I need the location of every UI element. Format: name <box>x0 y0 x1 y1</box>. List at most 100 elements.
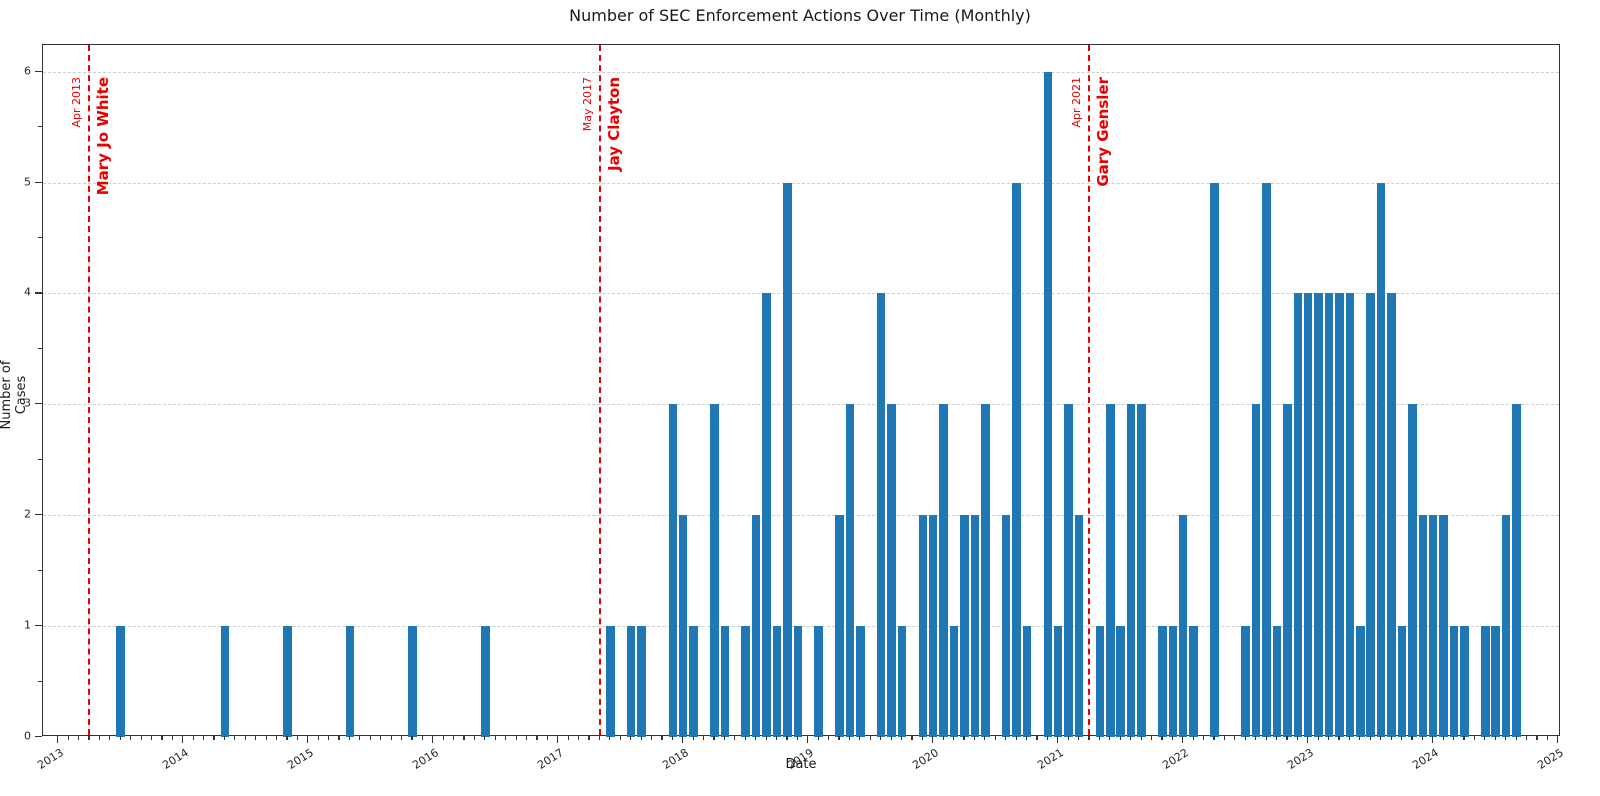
x-minor-tick <box>67 736 69 740</box>
x-minor-tick <box>296 736 298 740</box>
x-minor-tick <box>161 736 163 740</box>
bar <box>835 515 844 737</box>
x-minor-tick <box>140 736 142 740</box>
bar <box>949 626 959 737</box>
bar <box>1012 182 1021 737</box>
grid-line <box>43 293 1559 295</box>
bar <box>1168 626 1178 737</box>
bar <box>668 404 678 737</box>
x-minor-tick <box>890 736 892 740</box>
x-minor-tick <box>1140 736 1142 740</box>
x-minor-tick <box>1015 736 1017 740</box>
x-minor-tick <box>317 736 319 740</box>
bar <box>408 626 417 737</box>
x-minor-tick <box>661 736 663 740</box>
x-minor-tick <box>380 736 382 740</box>
x-minor-tick <box>536 736 538 740</box>
y-tick-label: 4 <box>24 285 31 299</box>
x-minor-tick <box>494 736 496 740</box>
y-tick-label: 6 <box>24 64 31 78</box>
x-minor-tick <box>1150 736 1153 740</box>
x-tick <box>1182 736 1184 743</box>
x-tick <box>432 736 434 743</box>
x-minor-tick <box>286 736 288 740</box>
x-minor-tick <box>1473 736 1476 740</box>
bar <box>856 626 865 737</box>
x-minor-tick <box>598 736 601 740</box>
bar <box>345 626 355 737</box>
x-minor-tick <box>703 736 705 740</box>
x-minor-tick <box>755 736 757 740</box>
bar <box>1178 515 1188 737</box>
y-tick <box>35 292 42 294</box>
x-minor-tick <box>98 736 101 740</box>
grid-line <box>43 404 1559 406</box>
bar <box>1272 626 1282 737</box>
x-minor-tick <box>234 736 236 740</box>
x-minor-tick <box>1453 736 1455 740</box>
grid-line <box>43 71 1559 73</box>
chair-name-label: Mary Jo White <box>94 77 113 196</box>
bar <box>1137 404 1146 737</box>
bar <box>283 626 292 737</box>
x-minor-tick <box>963 736 965 740</box>
bar <box>1501 515 1511 737</box>
x-minor-tick <box>650 736 653 740</box>
x-minor-tick <box>1036 736 1038 740</box>
y-axis-title: Number of Cases <box>0 360 29 430</box>
bar <box>960 515 969 737</box>
bar <box>1126 404 1136 737</box>
bar <box>1314 293 1323 737</box>
bar <box>626 626 636 737</box>
bar <box>1293 293 1303 737</box>
x-minor-tick <box>1171 736 1173 740</box>
bar <box>897 626 907 737</box>
x-minor-tick <box>578 736 580 740</box>
bar <box>1335 293 1344 737</box>
x-minor-tick <box>1525 736 1528 740</box>
bar <box>814 626 823 737</box>
bar <box>1324 293 1334 737</box>
bar <box>689 626 698 737</box>
bar <box>772 626 782 737</box>
x-minor-tick <box>786 736 788 740</box>
chair-change-vline <box>598 45 601 735</box>
x-minor-tick <box>369 736 371 740</box>
bar <box>1241 626 1250 737</box>
bar <box>783 182 792 737</box>
x-tick <box>182 736 184 743</box>
x-minor-tick <box>546 736 548 740</box>
bar <box>741 626 750 737</box>
bar <box>1189 626 1198 737</box>
bar <box>1095 626 1105 737</box>
x-minor-tick <box>1161 736 1163 740</box>
chair-date-label: May 2017 <box>580 77 594 132</box>
bar <box>1408 404 1417 737</box>
bar <box>1074 515 1084 737</box>
bar <box>1053 626 1063 737</box>
bar <box>1262 182 1271 737</box>
x-minor-tick <box>796 736 798 740</box>
chart-title: Number of SEC Enforcement Actions Over T… <box>569 6 1031 25</box>
x-minor-tick <box>1109 736 1111 740</box>
x-minor-tick <box>734 736 736 740</box>
y-tick-label: 0 <box>24 729 31 743</box>
x-minor-tick <box>1192 736 1194 740</box>
x-minor-tick <box>213 736 215 740</box>
bar <box>1064 404 1073 737</box>
x-minor-tick <box>244 736 246 740</box>
bar <box>1376 182 1386 737</box>
x-minor-tick <box>442 736 444 740</box>
y-minor-tick <box>38 347 42 350</box>
x-minor-tick <box>1130 736 1132 740</box>
x-minor-tick <box>109 736 111 740</box>
bar <box>1345 293 1355 737</box>
x-tick <box>557 736 559 743</box>
x-minor-tick <box>1505 736 1507 740</box>
x-minor-tick <box>1067 736 1069 740</box>
x-minor-tick <box>1463 736 1465 740</box>
chair-name-label: Gary Gensler <box>1094 77 1113 187</box>
x-minor-tick <box>1494 736 1496 740</box>
x-minor-tick <box>505 736 507 740</box>
x-minor-tick <box>1046 736 1048 740</box>
